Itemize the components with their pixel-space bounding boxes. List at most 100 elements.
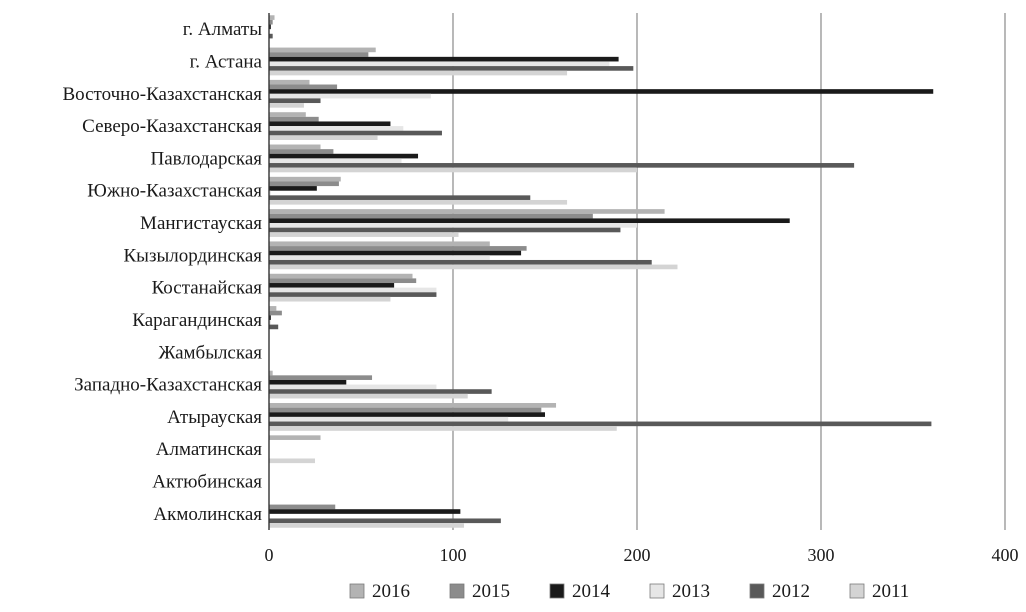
bar: [269, 227, 621, 233]
category-label: г. Алматы: [183, 19, 262, 40]
legend-swatch: [849, 583, 865, 599]
bar: [269, 389, 492, 394]
bar: [269, 167, 637, 173]
bar: [269, 523, 465, 528]
bar: [269, 47, 376, 53]
bar: [269, 126, 404, 131]
bar: [269, 103, 304, 108]
bar: [269, 153, 419, 159]
bar: [269, 33, 273, 39]
legend-label: 2016: [372, 581, 410, 602]
legend-label: 2014: [572, 581, 611, 602]
legend-swatch: [549, 583, 565, 599]
bar: [269, 273, 413, 279]
category-label: Актюбинская: [152, 472, 262, 493]
bar: [269, 393, 468, 399]
bar: [269, 135, 378, 140]
category-label: Костанайская: [152, 278, 263, 299]
bar: [269, 24, 271, 30]
bar: [269, 315, 271, 320]
bar: [269, 79, 310, 85]
bar: [269, 458, 315, 464]
category-label: Алматинская: [156, 439, 262, 460]
bar: [269, 158, 402, 164]
bar: [269, 223, 637, 228]
legend: 2016 2015 2014 2013 2012 2011: [349, 581, 909, 602]
bar: [269, 412, 545, 417]
category-label: Мангистауская: [140, 213, 262, 234]
legend-label: 2013: [672, 581, 710, 602]
legend-swatch: [449, 583, 465, 599]
bar: [269, 518, 501, 524]
bar: [269, 370, 273, 376]
bar: [269, 52, 369, 57]
bars: [269, 15, 934, 528]
x-tick-label: 100: [440, 545, 467, 565]
bar: [269, 283, 395, 288]
category-label: Атырауская: [167, 407, 262, 428]
legend-label: 2015: [472, 581, 510, 602]
category-label: Акмолинская: [153, 504, 262, 525]
x-tick-label: 400: [992, 545, 1019, 565]
bar: [269, 19, 273, 25]
bar: [269, 89, 934, 94]
bar: [269, 218, 790, 224]
bar: [269, 112, 306, 117]
bar: [269, 246, 527, 251]
category-label: Павлодарская: [151, 148, 263, 169]
bar: [269, 259, 652, 265]
bar: [269, 149, 334, 154]
x-tick-labels: 0 100 200 300 400: [265, 545, 1019, 565]
bar: [269, 324, 279, 330]
category-label: г. Астана: [190, 51, 263, 72]
bar: [269, 144, 321, 150]
bar: [269, 66, 634, 71]
bar: [269, 163, 855, 168]
category-label: Карагандинская: [132, 310, 262, 331]
category-label: Северо-Казахстанская: [82, 116, 262, 137]
bar: [269, 98, 321, 104]
bar: [269, 61, 610, 67]
bar: [269, 407, 542, 413]
bar: [269, 319, 271, 325]
legend-label: 2012: [772, 581, 810, 602]
bar: [269, 278, 417, 284]
x-tick-label: 200: [624, 545, 651, 565]
bar: [269, 209, 665, 214]
bar: [269, 375, 373, 380]
bar: [269, 195, 531, 200]
bar: [269, 93, 431, 99]
bar: [269, 250, 522, 256]
x-tick-label: 0: [265, 545, 274, 565]
bar: [269, 213, 593, 219]
bar: [269, 264, 678, 270]
category-label: Кызылординская: [124, 245, 263, 266]
legend-label: 2011: [872, 581, 909, 602]
bar: [269, 379, 347, 385]
bar: [269, 296, 391, 302]
bar: [269, 116, 319, 122]
bar: [269, 310, 282, 316]
legend-swatch: [749, 583, 765, 599]
bar: [269, 421, 932, 427]
category-label: Жамбылская: [159, 342, 263, 363]
bar: [269, 186, 317, 191]
bar: [269, 70, 568, 76]
bar: [269, 130, 442, 136]
bar: [269, 190, 271, 196]
bar: [269, 241, 490, 247]
bar: [269, 84, 338, 90]
category-labels: г. Алматы г. Астана Восточно-Казахстанская…: [62, 19, 262, 525]
bar: [269, 306, 277, 311]
bar: [269, 435, 321, 440]
bar: [269, 426, 617, 431]
bar: [269, 199, 568, 205]
x-tick-label: 300: [808, 545, 835, 565]
legend-swatch: [349, 583, 365, 599]
category-label: Восточно-Казахстанская: [62, 84, 262, 105]
category-label: Западно-Казахстанская: [74, 375, 262, 396]
bar: [269, 15, 275, 20]
bar: [269, 403, 557, 408]
